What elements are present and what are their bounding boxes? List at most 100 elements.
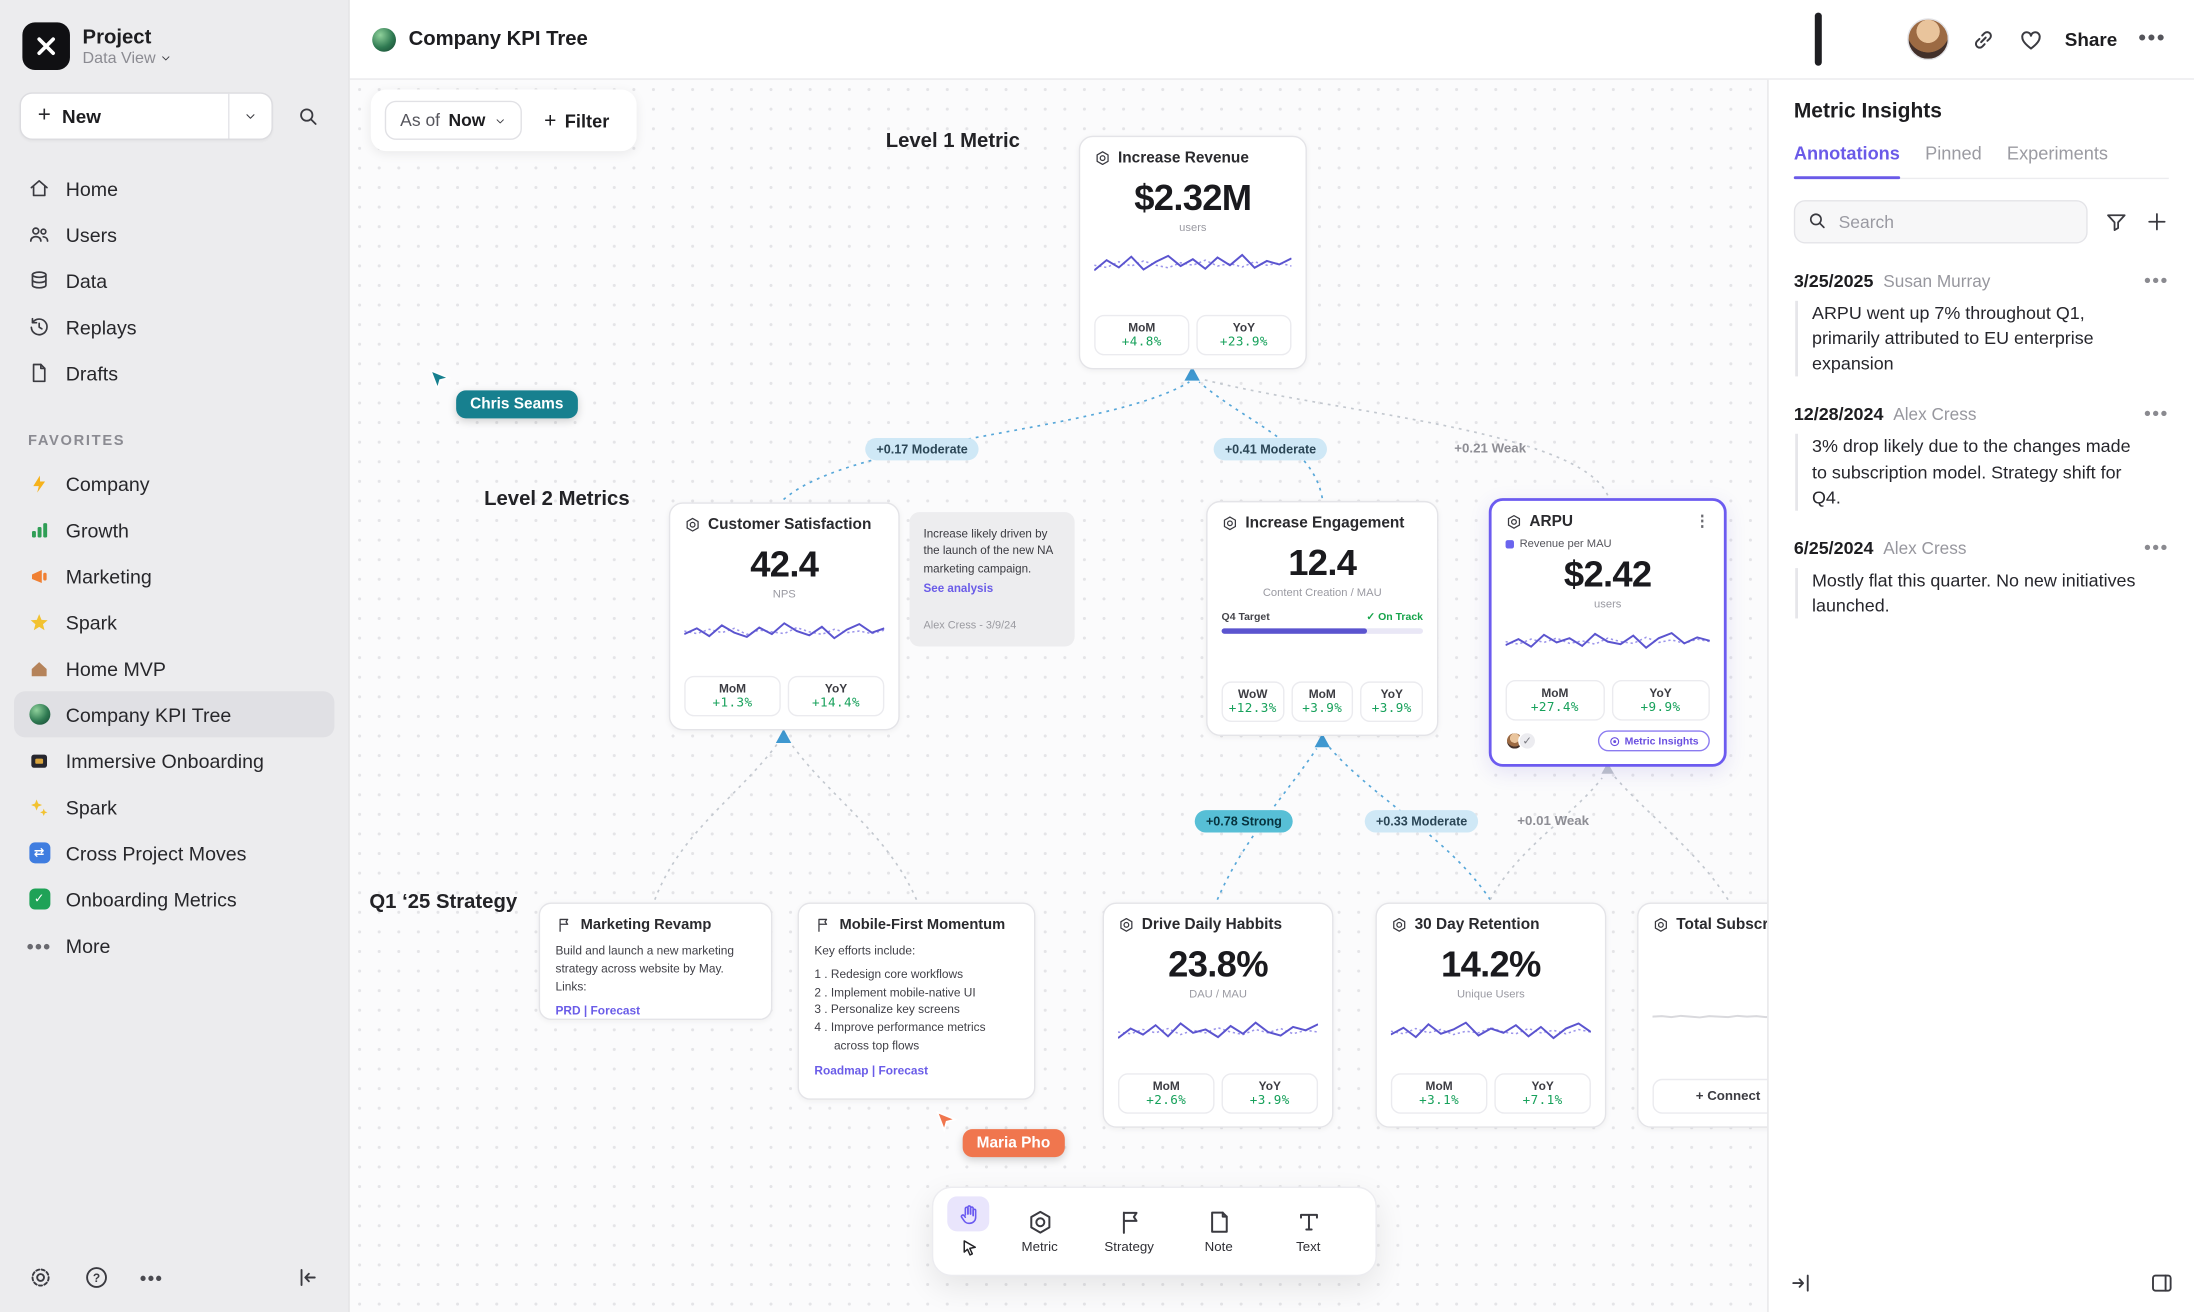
sidebar-item-onboarding-metrics[interactable]: ✓ Onboarding Metrics	[14, 876, 334, 922]
sparkline	[1094, 241, 1291, 289]
stat-label: YoY	[1649, 684, 1672, 699]
tab-pinned[interactable]: Pinned	[1925, 142, 1982, 164]
note-card[interactable]: Increase likely driven by the launch of …	[909, 512, 1075, 647]
strategy-links[interactable]: PRD | Forecast	[555, 1003, 641, 1018]
strategy-links[interactable]: Roadmap | Forecast	[814, 1062, 929, 1077]
metric-card-total-subscriptions[interactable]: Total Subscriptions + Connect	[1637, 902, 1768, 1128]
sidebar-item-marketing[interactable]: Marketing	[14, 553, 334, 599]
sidebar-item-cross-project-moves[interactable]: ⇄ Cross Project Moves	[14, 830, 334, 876]
scrollbar-thumb[interactable]	[1814, 12, 1822, 66]
sidebar-item-users[interactable]: Users	[14, 211, 334, 257]
annotation-item[interactable]: 6/25/2024 Alex Cress ••• Mostly flat thi…	[1794, 537, 2169, 619]
favorite-heart-icon[interactable]	[2017, 26, 2044, 53]
user-avatar[interactable]	[1906, 18, 1949, 61]
project-header[interactable]: Project Data View	[0, 0, 348, 70]
card-menu-icon[interactable]: ⋮	[1694, 512, 1710, 530]
sidebar-item-drafts[interactable]: Drafts	[14, 350, 334, 396]
as-of-select[interactable]: As of Now	[384, 100, 522, 140]
stat-label: YoY	[1380, 686, 1403, 701]
divider	[228, 93, 230, 139]
sidebar-item-spark[interactable]: Spark	[14, 599, 334, 645]
hand-tool-button[interactable]	[947, 1196, 990, 1232]
ellipsis-icon: •••	[26, 933, 52, 957]
filter-button[interactable]: + Filter	[530, 108, 623, 132]
note-tool-button[interactable]: Note	[1177, 1195, 1261, 1268]
annotation-menu-icon[interactable]: •••	[2144, 268, 2169, 292]
chevron-down-icon	[496, 118, 504, 123]
nav-label: Home	[65, 177, 119, 200]
strategy-card-mobile-first-momentum[interactable]: Mobile-First Momentum Key efforts includ…	[797, 902, 1036, 1100]
panel-layout-icon[interactable]	[2149, 1271, 2174, 1296]
sidebar-item-spark-2[interactable]: Spark	[14, 784, 334, 830]
tab-experiments[interactable]: Experiments	[2006, 142, 2109, 164]
sparkline	[1506, 617, 1710, 665]
metric-card-increase-revenue[interactable]: Increase Revenue $2.32M users MoM +4.8% Y…	[1078, 135, 1307, 370]
sparkline	[1391, 1007, 1591, 1055]
sidebar-item-company[interactable]: Company	[14, 460, 334, 506]
note-link[interactable]: See analysis	[923, 581, 994, 596]
slide-icon	[28, 749, 50, 771]
sidebar-item-more[interactable]: ••• More	[14, 922, 334, 968]
plus-icon: +	[544, 108, 557, 133]
connect-button[interactable]: + Connect	[1652, 1078, 1768, 1114]
series-legend: Revenue per MAU	[1505, 537, 1710, 550]
sidebar-item-replays[interactable]: Replays	[14, 304, 334, 350]
expand-panel-icon[interactable]	[1788, 1271, 1813, 1296]
metric-card-drive-daily-habbits[interactable]: Drive Daily Habbits 23.8% DAU / MAU MoM +…	[1102, 902, 1334, 1128]
strategy-tool-button[interactable]: Strategy	[1087, 1195, 1171, 1268]
sidebar-item-growth[interactable]: Growth	[14, 507, 334, 553]
search-icon	[299, 107, 316, 125]
strategy-body: Build and launch a new marketing strateg…	[555, 943, 735, 993]
sparkles-icon	[28, 795, 50, 817]
metric-card-customer-satisfaction[interactable]: Customer Satisfaction 42.4 NPS MoM +1.3% …	[668, 502, 900, 731]
strategy-card-marketing-revamp[interactable]: Marketing Revamp Build and launch a new …	[538, 902, 773, 1021]
search-icon	[1806, 210, 1828, 232]
sidebar-item-home[interactable]: Home	[14, 165, 334, 211]
annotation-menu-icon[interactable]: •••	[2144, 402, 2169, 425]
metric-card-30-day-retention[interactable]: 30 Day Retention 14.2% Unique Users MoM +…	[1375, 902, 1607, 1128]
topbar-more-icon[interactable]: •••	[2138, 26, 2167, 51]
tab-annotations[interactable]: Annotations	[1793, 143, 1900, 180]
collaborator-name-maria: Maria Pho	[962, 1129, 1065, 1158]
sidebar-item-company-kpi-tree[interactable]: Company KPI Tree	[13, 691, 335, 738]
annotation-date: 3/25/2025	[1793, 270, 1874, 292]
metric-card-increase-engagement[interactable]: Increase Engagement 12.4 Content Creatio…	[1206, 500, 1439, 736]
help-icon[interactable]: ?	[84, 1265, 109, 1290]
favorite-label: Spark	[65, 795, 117, 818]
settings-gear-icon[interactable]	[28, 1265, 53, 1290]
metric-icon	[1096, 151, 1109, 166]
tool-label: Text	[1296, 1239, 1321, 1255]
annotation-body: Mostly flat this quarter. No new initiat…	[1795, 567, 2149, 619]
topbar: Company KPI Tree Share •••	[349, 0, 2194, 80]
sidebar-item-home-mvp[interactable]: Home MVP	[14, 645, 334, 691]
more-options-icon[interactable]: •••	[139, 1267, 164, 1288]
search-input[interactable]	[1793, 200, 2088, 244]
stat-label: MoM	[1128, 319, 1156, 334]
text-tool-button[interactable]: Text	[1266, 1195, 1350, 1268]
house-icon	[28, 657, 50, 679]
stat-mom: MoM +3.9%	[1291, 680, 1354, 723]
filter-icon[interactable]	[2104, 210, 2128, 234]
annotation-item[interactable]: 12/28/2024 Alex Cress ••• 3% drop likely…	[1794, 402, 2169, 511]
metric-tool-button[interactable]: Metric	[998, 1195, 1082, 1268]
annotation-item[interactable]: 3/25/2025 Susan Murray ••• ARPU went up …	[1793, 268, 2169, 378]
annotation-search[interactable]	[1793, 200, 2088, 244]
share-button[interactable]: Share	[2064, 28, 2118, 50]
new-button[interactable]: + New	[19, 92, 273, 140]
new-button-chevron[interactable]	[229, 109, 271, 123]
copy-link-icon[interactable]	[1970, 26, 1997, 53]
metric-insights-badge[interactable]: Metric Insights	[1598, 730, 1710, 752]
select-tool-button[interactable]	[947, 1231, 989, 1266]
stat-yoy: YoY +7.1%	[1494, 1072, 1591, 1114]
sidebar-item-data[interactable]: Data	[14, 257, 334, 303]
kpi-tree-canvas[interactable]: As of Now + Filter Level 1 Metric Level …	[349, 79, 1768, 1312]
sidebar-search-button[interactable]	[287, 95, 329, 137]
add-annotation-icon[interactable]	[2145, 210, 2169, 234]
project-view-switcher[interactable]: Data View	[83, 50, 173, 66]
annotation-menu-icon[interactable]: •••	[2144, 535, 2169, 559]
nav-label: Users	[65, 223, 117, 246]
favorites-header: FAVORITES	[27, 432, 126, 450]
collapse-sidebar-icon[interactable]	[295, 1265, 320, 1290]
sidebar-item-immersive-onboarding[interactable]: Immersive Onboarding	[14, 737, 334, 783]
metric-card-arpu[interactable]: ARPU ⋮ Revenue per MAU $2.42 users MoM +2…	[1488, 498, 1727, 767]
